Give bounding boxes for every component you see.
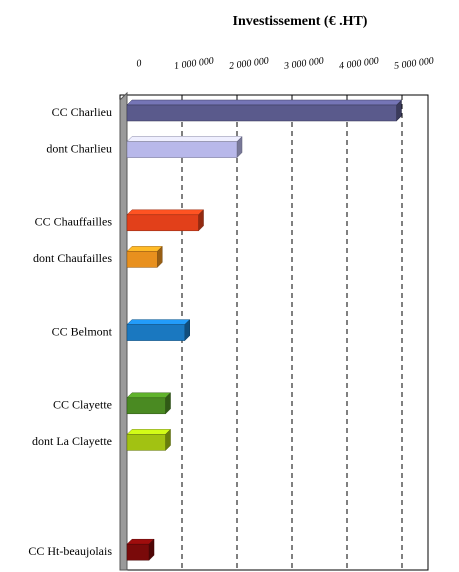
- bar: [126, 397, 166, 415]
- x-tick-label: 5 000 000: [393, 56, 434, 72]
- x-tick-label: 0: [136, 58, 142, 70]
- bar: [126, 324, 185, 341]
- bar-top: [126, 392, 172, 399]
- y-tick-label: dont Charlieu: [46, 141, 112, 155]
- bar: [126, 543, 150, 561]
- y-tick-label: CC Ht-beaujolais: [28, 544, 112, 558]
- y-tick-label: CC Belmont: [52, 324, 113, 338]
- x-tick-label: 3 000 000: [282, 56, 324, 73]
- y-tick-label: dont La Clayette: [32, 434, 112, 448]
- bar: [126, 104, 397, 122]
- left-wall: [119, 91, 128, 571]
- bar-top: [126, 136, 243, 142]
- bar: [126, 214, 199, 232]
- x-tick-label: 1 000 000: [173, 56, 214, 72]
- chart-title: Investissement (€ .HT): [233, 14, 368, 29]
- bar-top: [126, 319, 191, 325]
- bar: [126, 434, 166, 451]
- bar-top: [126, 246, 163, 252]
- bar-top: [126, 99, 403, 106]
- bar: [126, 141, 238, 158]
- bar-top: [126, 209, 205, 216]
- bar: [126, 251, 158, 268]
- y-tick-label: CC Clayette: [53, 398, 112, 412]
- bar-top: [126, 429, 172, 435]
- y-tick-label: CC Chauffailles: [35, 215, 113, 229]
- y-tick-label: CC Charlieu: [52, 105, 112, 119]
- y-tick-label: dont Chaufailles: [33, 251, 112, 265]
- x-tick-label: 2 000 000: [228, 56, 269, 72]
- x-tick-label: 4 000 000: [338, 56, 379, 72]
